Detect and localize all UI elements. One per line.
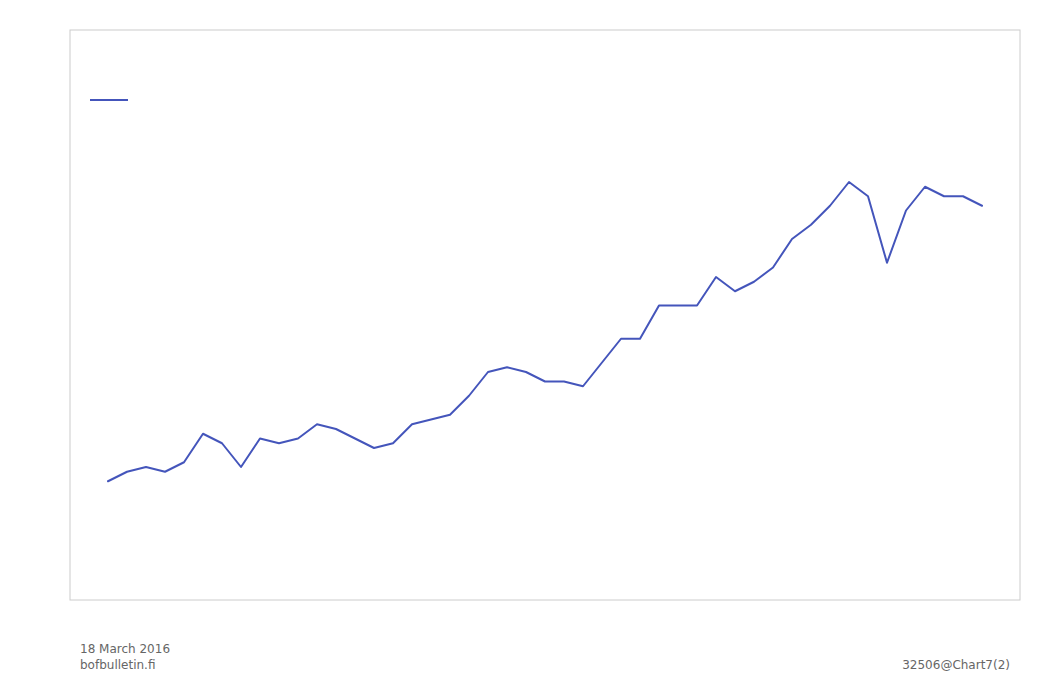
footer-left: 18 March 2016bofbulletin.fi bbox=[80, 642, 170, 672]
line bbox=[108, 182, 982, 481]
footer-right: 32506@Chart7(2) bbox=[902, 658, 1010, 672]
plot-area bbox=[108, 182, 982, 481]
plot-frame bbox=[70, 30, 1020, 600]
legend-swatch bbox=[90, 99, 128, 101]
chart: 18 March 2016bofbulletin.fi 32506@Chart7(… bbox=[0, 0, 1046, 683]
